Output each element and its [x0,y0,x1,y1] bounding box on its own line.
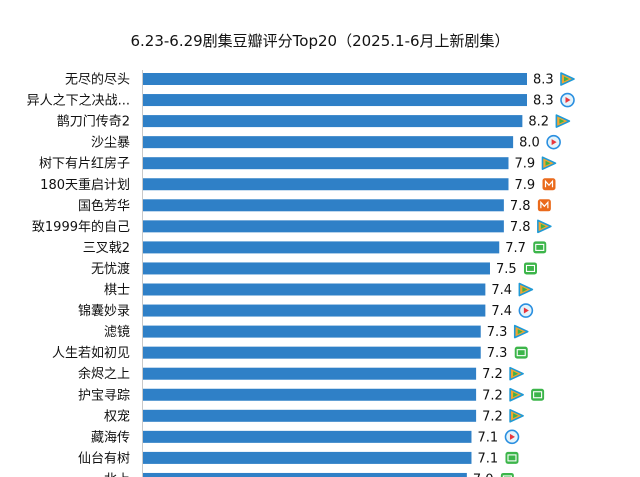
category-label: 锦囊妙录 [78,303,130,319]
category-label: 鹊刀门传奇2 [57,114,130,130]
youku-logo-icon [560,92,575,108]
value-label: 7.9 [514,157,535,172]
tencent-logo-icon [509,387,524,402]
tencent-logo-icon [509,409,524,423]
value-label: 7.1 [477,451,498,466]
iqiyi-logo-icon [505,451,519,464]
tencent-logo-icon [555,114,571,128]
tencent-logo-icon [537,219,552,234]
bar [143,451,472,464]
category-label: 国色芳华 [78,198,130,214]
category-label: 致1999年的自己 [32,219,130,235]
value-label: 8.3 [533,73,554,88]
bar [143,157,509,170]
category-label: 藏海传 [91,430,130,445]
category-label: 滤镜 [104,325,130,340]
tencent-logo-icon [513,324,529,339]
bar [143,241,500,254]
category-label: 沙尘暴 [91,136,130,151]
category-label: 树下有片红房子 [39,156,130,172]
bar [143,73,527,85]
bar [143,220,504,233]
value-label: 7.3 [487,325,508,340]
bar [143,367,477,380]
category-label: 异人之下之决战... [27,94,130,109]
value-label: 7.8 [510,220,531,235]
bar [143,199,504,212]
category-label: 棋士 [104,283,130,298]
youku-logo-icon [504,429,520,445]
chart-title: 6.23-6.29剧集豆瓣评分Top20（2025.1-6月上新剧集） [130,32,510,50]
category-label: 人生若如初见 [52,345,130,361]
iqiyi-logo-icon [531,388,545,401]
bar [143,283,486,296]
value-label: 7.0 [473,472,494,477]
value-label: 7.4 [491,304,512,319]
bar [143,409,477,422]
tencent-logo-icon [541,156,557,170]
iqiyi-logo-icon [500,472,514,477]
value-label: 7.2 [482,388,503,403]
category-label: 余烬之上 [78,366,130,382]
tencent-logo-icon [509,366,524,381]
bar [143,262,490,275]
value-label: 7.3 [487,346,508,361]
tencent-logo-icon [560,72,575,86]
value-label: 8.3 [533,94,554,109]
youku-logo-icon [546,134,561,150]
mango-logo-icon [542,178,556,191]
bar [143,304,486,317]
category-label: 三叉戟2 [83,241,130,256]
bar [143,136,514,149]
value-label: 8.2 [528,115,549,130]
bar [143,325,481,338]
category-label: 仙台有树 [78,451,130,466]
value-label: 7.4 [491,283,512,298]
bar [143,346,481,359]
value-label: 7.8 [510,199,531,214]
bar [143,115,523,128]
tencent-logo-icon [518,282,534,297]
bar [143,94,527,107]
iqiyi-logo-icon [514,346,528,359]
bar [143,388,477,401]
category-label: 权宠 [104,408,130,424]
value-label: 8.0 [519,136,540,151]
bar [143,430,472,443]
value-label: 7.7 [505,241,526,256]
category-label: 北上 [104,472,130,477]
category-label: 180天重启计划 [40,177,130,193]
value-label: 7.2 [482,409,503,424]
bar [143,178,509,191]
value-label: 7.5 [496,262,517,277]
category-label: 无忧渡 [91,261,130,277]
category-label: 无尽的尽头 [65,72,130,88]
youku-logo-icon [518,303,534,318]
value-label: 7.9 [514,178,535,193]
bar [143,472,467,477]
iqiyi-logo-icon [523,262,537,275]
category-label: 护宝寻踪 [78,388,130,403]
value-label: 7.1 [477,430,498,445]
value-label: 7.2 [482,367,503,382]
mango-logo-icon [537,199,551,212]
iqiyi-logo-icon [533,241,547,254]
